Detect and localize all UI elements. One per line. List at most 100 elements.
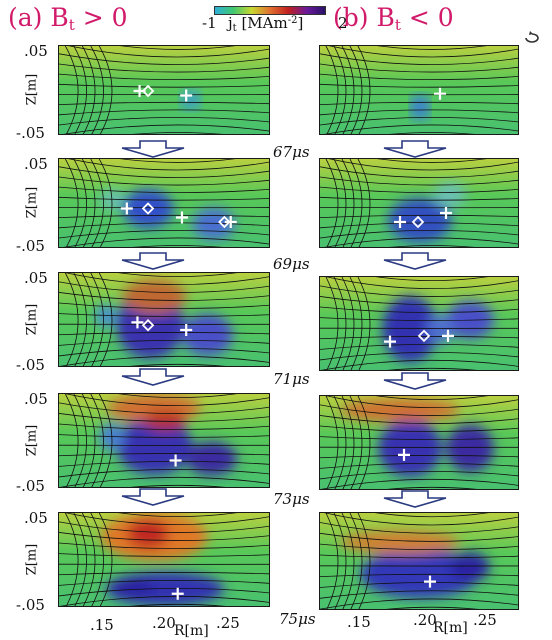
flux-line [59,402,269,414]
flux-line [65,394,79,487]
z-tick-bottom: -.05 [16,237,45,255]
field-panel-a-0 [58,45,270,135]
x-point-marker [442,329,454,342]
flux-line [59,553,269,557]
colorbar [214,6,326,15]
flux-line [320,296,518,305]
flux-line [73,159,87,247]
z-tick-bottom: -.05 [16,477,45,495]
r-tick-a-20: .20 [152,614,176,632]
colorbar-quantity: jt [MAm-2] [228,14,303,34]
flux-line [320,317,518,321]
current-blob [186,441,238,476]
flux-line [320,63,518,73]
flux-line [320,351,518,361]
time-step-arrow-icon [121,488,185,506]
o-point-marker [417,329,431,343]
colorbar-quantity-sub: t [232,23,237,34]
flux-line [59,230,269,239]
flux-line [349,159,363,247]
current-blob [179,89,202,111]
flux-line [320,196,518,201]
column-b-rel: < 0 [400,3,454,32]
flux-line [59,332,269,336]
flux-line [375,396,488,400]
flux-line [320,554,518,559]
flux-line [90,394,104,487]
current-blob [340,398,460,422]
flux-line [320,101,518,106]
flux-line [325,396,339,489]
field-panel-b-2 [319,276,519,371]
flux-line [119,159,236,163]
flux-line [129,603,226,606]
flux-line [320,470,518,480]
r-tick-a-25: .25 [216,614,240,632]
flux-line [81,513,96,606]
current-density-map [320,277,518,370]
flux-line [132,245,223,247]
current-density-map [320,159,518,247]
flux-line [59,313,269,317]
r-tick-b-25: .25 [473,611,497,629]
flux-line [320,455,518,459]
flux-line [341,159,355,247]
time-label-73: 73μs [273,490,310,508]
field-panel-a-2 [58,272,270,367]
flux-line [59,63,269,73]
z-tick-top: .05 [24,509,48,527]
flux-line [59,83,269,88]
x-point-marker [175,211,188,224]
flux-line [320,404,518,416]
flux-line [73,273,87,366]
flux-line [59,176,269,186]
flux-line [385,606,479,609]
z-tick-bottom: -.05 [16,124,45,142]
x-point-marker [224,216,237,228]
flux-contours [320,159,518,247]
flux-line [59,101,269,106]
flux-line [386,367,477,370]
flux-line [333,159,347,247]
flux-line [98,159,113,247]
flux-line [349,277,363,370]
time-label-67: 67μs [273,143,310,161]
column-a-title: (a) Bt > 0 [8,4,128,39]
flux-line [132,132,223,134]
time-label-75: 75μs [279,610,316,628]
r-tick-a-15: .15 [90,616,114,634]
field-panel-a-3 [58,393,270,488]
flux-line [68,46,269,58]
flux-line [349,46,363,134]
flux-line [98,46,113,134]
flux-line [341,396,355,489]
flux-line [320,344,518,350]
flux-line [59,453,269,457]
x-point-marker [434,87,446,100]
o-point-marker [218,215,231,229]
flux-line [59,572,269,576]
flux-line [325,513,339,609]
flux-line [328,159,518,171]
r-axis-label-a: R[m] [174,623,209,639]
flux-line [129,484,226,487]
flux-line [90,273,104,366]
flux-line [328,46,518,58]
current-blob [143,411,187,431]
flux-line [357,513,371,609]
flux-contours [320,396,518,489]
flux-line [375,277,488,281]
flux-line [98,394,113,487]
flux-line [333,396,347,489]
column-a-label: (a) B [8,3,69,32]
flux-line [65,513,79,606]
time-step-arrow-icon [383,490,447,508]
flux-line [73,513,87,606]
flux-contours [320,46,518,134]
current-blob [446,424,494,472]
current-blob [122,188,174,229]
colorbar-min: -1 [202,14,217,32]
current-density-map [59,273,269,366]
time-step-arrow-icon [121,368,185,386]
o-point-marker [141,84,155,98]
